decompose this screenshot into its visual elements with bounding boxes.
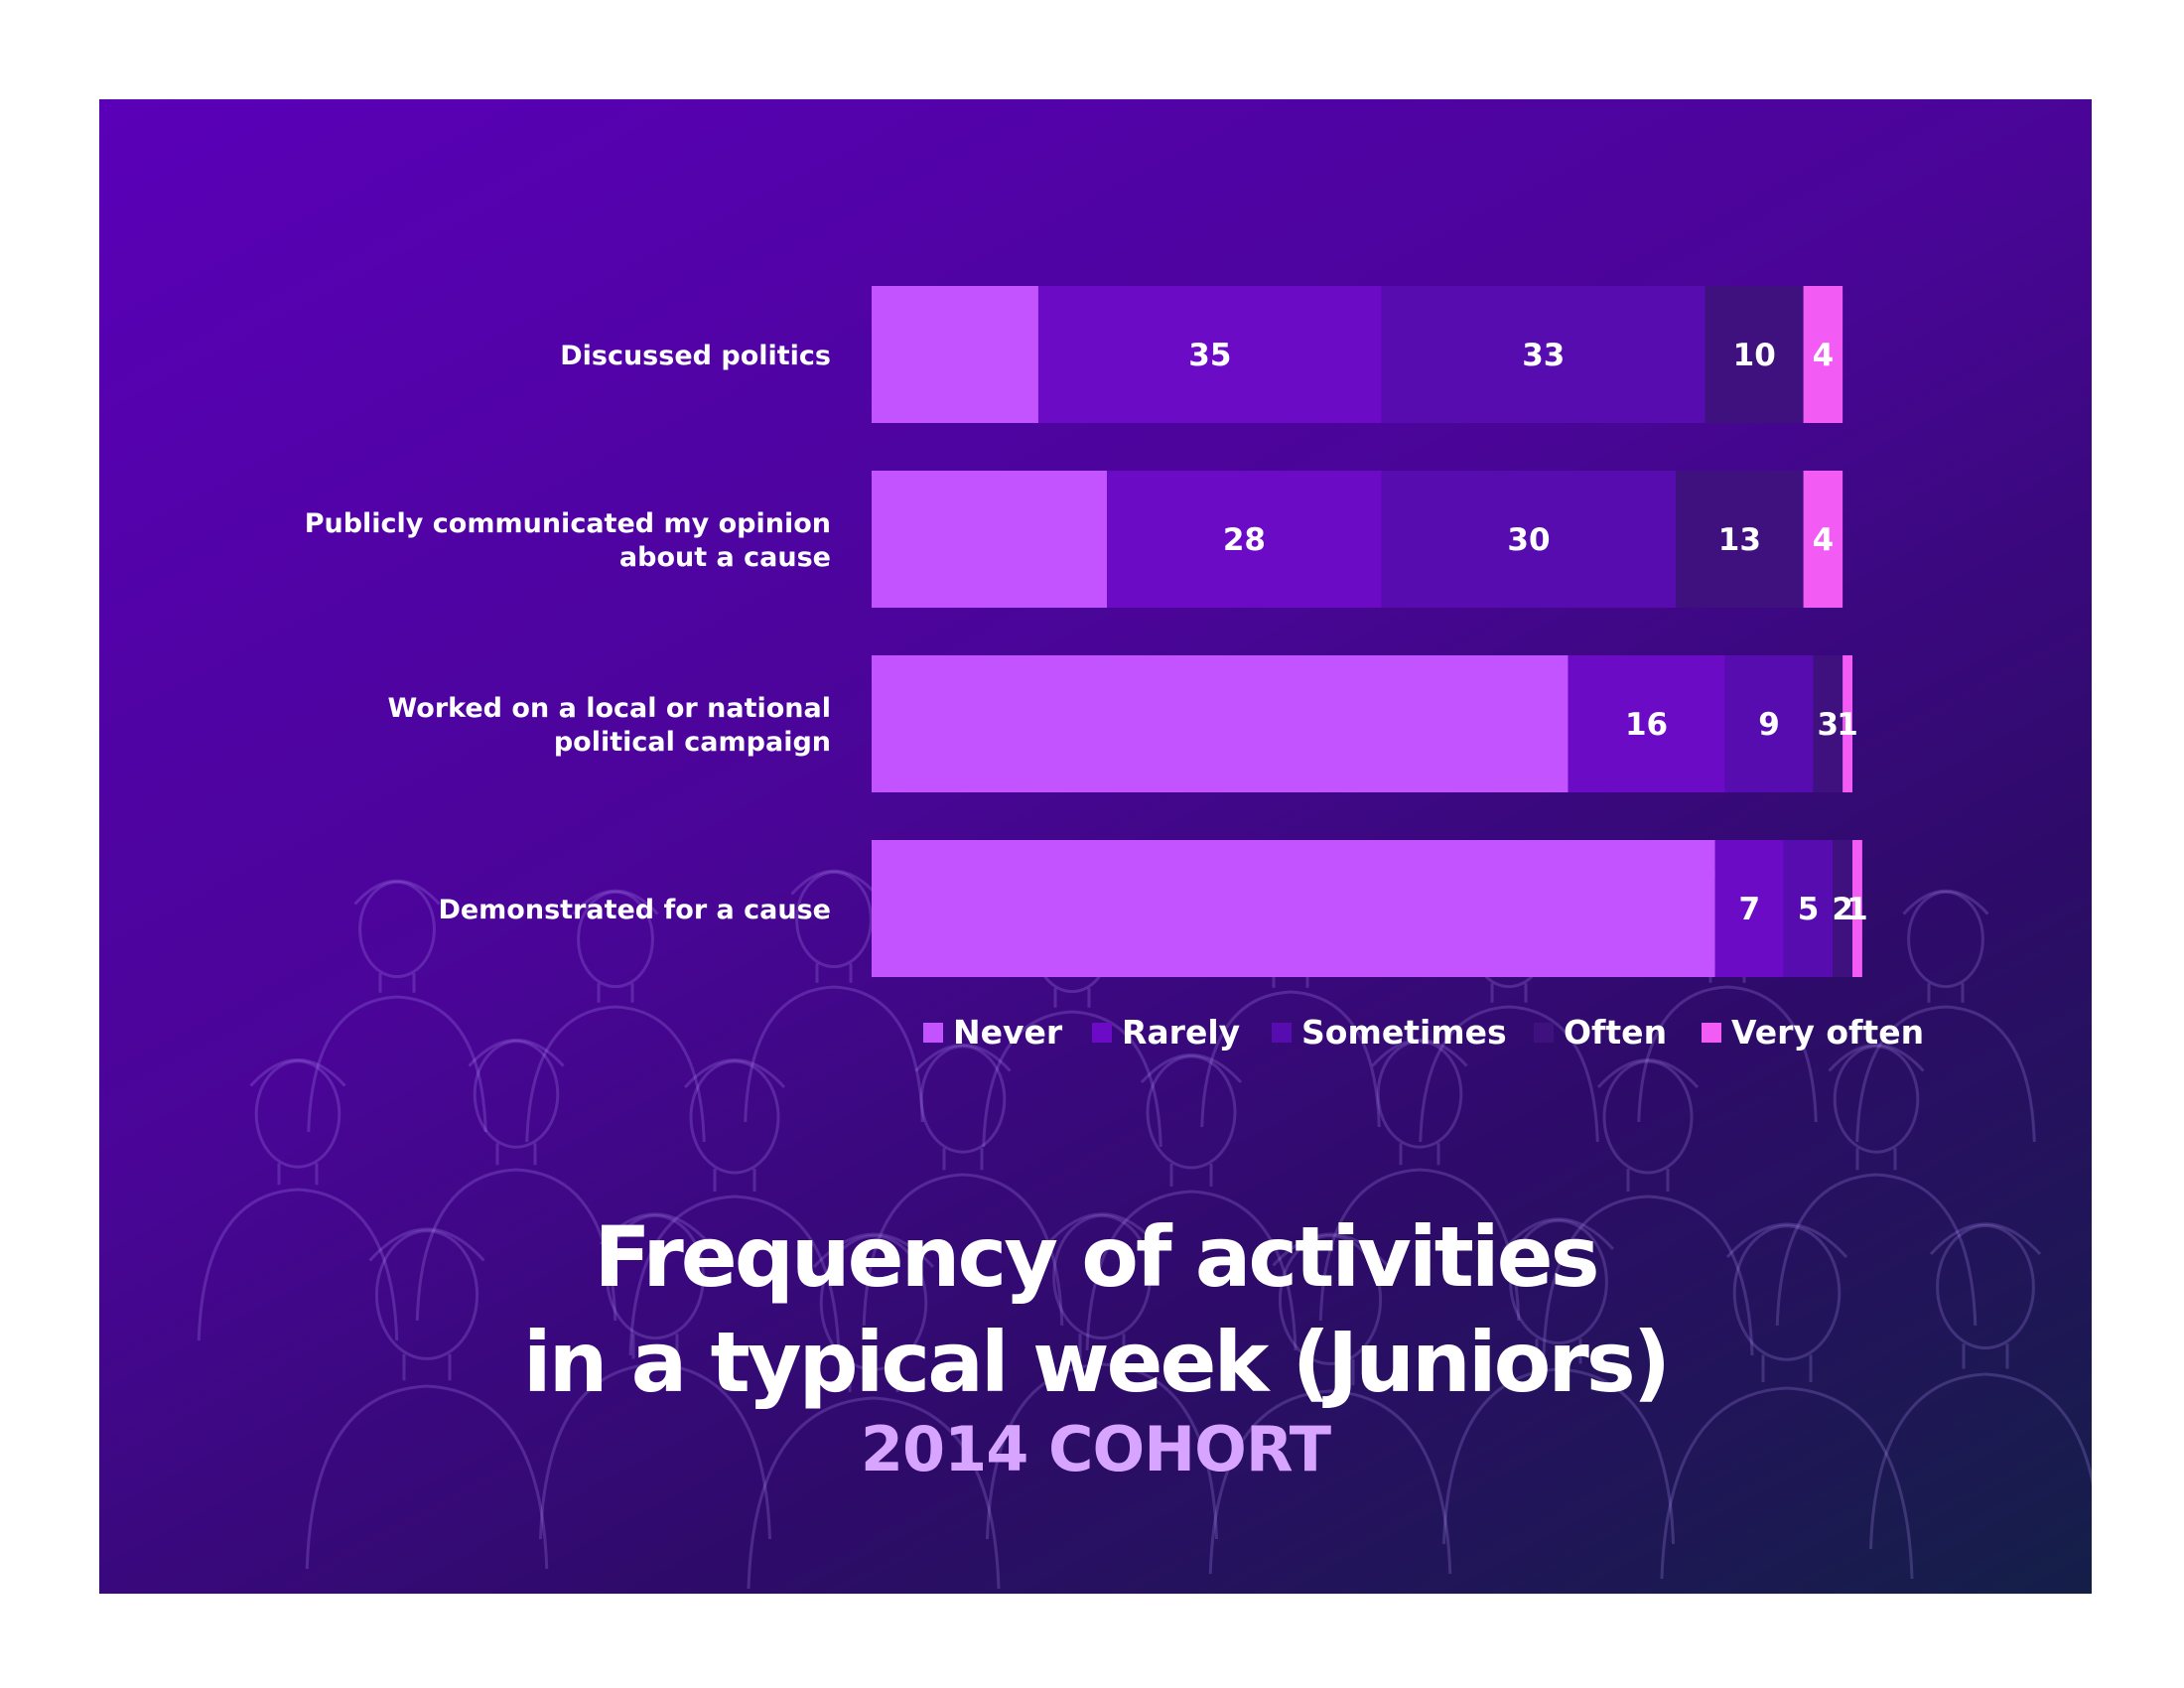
category-label: Publicly communicated my opinion [305,508,831,539]
bar-segment-very-often [1852,840,1862,977]
value-label: 7 [1738,892,1760,927]
legend-swatch [1272,1023,1292,1043]
legend-label: Rarely [1122,1013,1240,1052]
category-label: Discussed politics [560,341,831,371]
chart-title-line-1: Frequency of activities [594,1208,1599,1306]
chart-subtitle: 2014 COHORT [860,1413,1331,1485]
value-label: 4 [1813,522,1835,558]
bar-segment-sometimes [1381,471,1677,608]
legend-swatch [1702,1023,1721,1043]
bars: 35 33 10 428 30 13 416 9 317 5 21 [872,286,1868,977]
bar-segment-often [1833,840,1852,977]
value-label: 16 [1625,707,1668,743]
bar-segment-sometimes [1724,655,1814,792]
value-label: 1 [1846,892,1868,927]
legend-swatch [923,1023,943,1043]
category-label: Worked on a local or national [387,693,831,724]
bar-segment-sometimes [1783,840,1834,977]
value-label: 28 [1223,522,1266,558]
bar-segment-very-often [1803,471,1843,608]
legend: Never Rarely Sometimes Often Very often [923,1013,1924,1052]
legend-swatch [1092,1023,1112,1043]
value-label: 5 [1798,892,1820,927]
value-label: 9 [1758,707,1780,743]
bar-segment-rarely [1037,286,1382,423]
bar-segment-never [872,655,1569,792]
value-label: 1 [1837,707,1858,743]
bar-segment-never [872,840,1715,977]
bar-segment-often [1705,286,1804,423]
legend-label: Sometimes [1301,1013,1507,1052]
bar-segment-very-often [1843,655,1852,792]
value-label: 3 [1818,707,1840,743]
bar-segment-never [872,286,1038,423]
bar-segment-rarely [1714,840,1784,977]
value-label: 35 [1188,338,1231,373]
bar-segment-very-often [1803,286,1843,423]
legend-label: Never [953,1013,1063,1052]
value-label: 2 [1832,892,1853,927]
bar-segment-rarely [1107,471,1382,608]
legend-swatch [1534,1023,1554,1043]
bar-segment-often [1676,471,1804,608]
category-label: about a cause [619,542,831,573]
value-label: 4 [1813,338,1835,373]
legend-label: Often [1564,1013,1667,1052]
category-label: Demonstrated for a cause [438,895,831,925]
bar-segment-often [1813,655,1843,792]
chart-title-line-2: in a typical week (Juniors) [522,1314,1671,1411]
legend-label: Very often [1731,1013,1924,1052]
value-label: 10 [1733,338,1776,373]
title-block: Frequency of activities in a typical wee… [99,1204,2092,1484]
chart-panel: 35 33 10 4 28 30 13 4 16 9 3 1 7 5 2 1 Discussed politic… [99,99,2092,1594]
value-label: 33 [1522,338,1565,373]
value-label: 13 [1718,522,1761,558]
bar-segment-never [872,471,1108,608]
bar-segment-sometimes [1381,286,1706,423]
crowd-illustration [197,869,2092,1590]
category-label: political campaign [554,727,831,758]
value-label: 30 [1507,522,1550,558]
bar-segment-rarely [1568,655,1725,792]
